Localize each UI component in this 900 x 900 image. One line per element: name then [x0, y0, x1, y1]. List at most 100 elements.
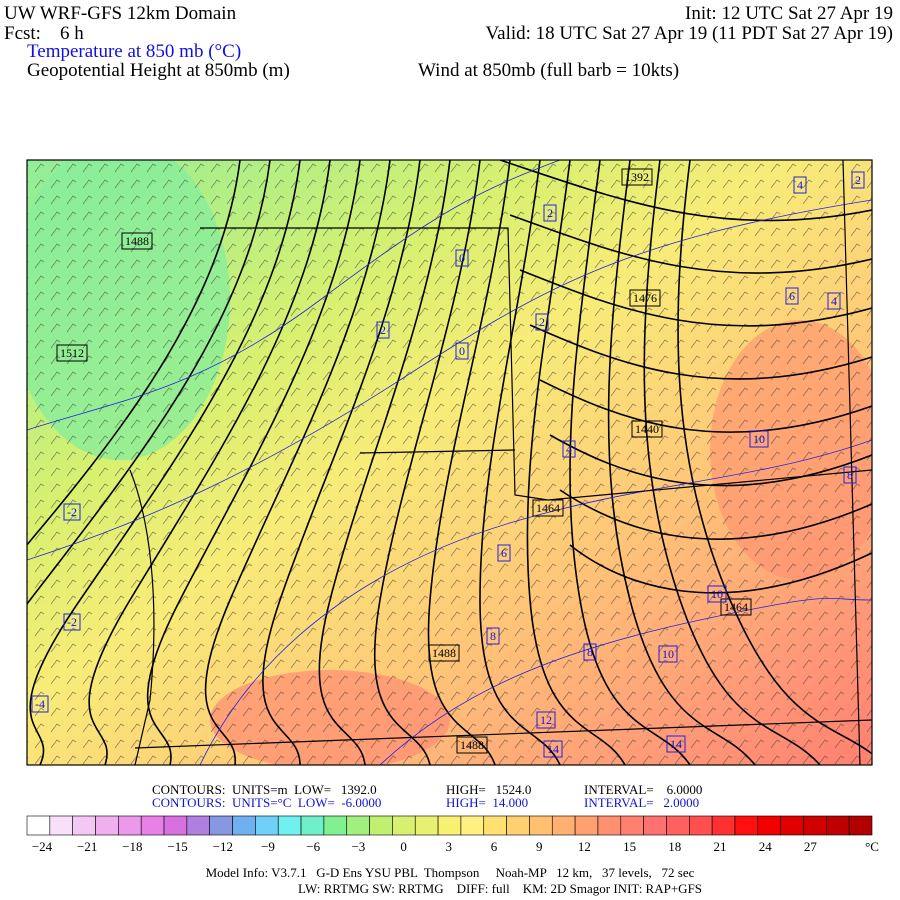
height-label: 1488: [460, 738, 484, 752]
colorbar-label: −15: [167, 839, 187, 854]
temp-label: 2: [380, 323, 386, 337]
colorbar-swatch: [49, 815, 73, 836]
title: UW WRF-GFS 12km Domain: [4, 3, 237, 24]
temp-label: 12: [540, 713, 552, 727]
temp-label-box: [535, 313, 549, 331]
colorbar-swatch: [346, 815, 370, 836]
map: [27, 160, 872, 765]
temp-label-box: [543, 204, 557, 222]
temp-label-box: [63, 503, 81, 521]
temp-label: 2: [547, 206, 553, 220]
colorbar-swatch: [140, 815, 165, 836]
height-contour: [539, 379, 872, 433]
colorbar-label: 0: [400, 839, 407, 854]
colorbar-swatch: [643, 815, 667, 836]
height-contour: [549, 434, 872, 487]
colorbar-swatch: [620, 815, 644, 836]
height-contour: [569, 544, 872, 594]
colorbar-swatch: [26, 815, 51, 836]
temp-label-box: [749, 430, 769, 448]
height-contour: [29, 160, 301, 765]
colorbar-swatch: [163, 815, 188, 836]
colorbar-unit: °C: [865, 839, 879, 854]
temp-label-box: [658, 645, 678, 663]
height-contour: [529, 324, 872, 380]
colorbar-swatch: [780, 815, 804, 836]
temp-label: 6: [501, 546, 507, 560]
height-label: 1512: [60, 346, 84, 360]
colorbar-label: 18: [668, 839, 681, 854]
model-info: Model Info: V3.7.1 G-D Ens YSU PBL Thomp…: [206, 865, 695, 880]
height-contour: [569, 160, 691, 765]
colorbar-swatch: [95, 815, 119, 836]
height-contour: [559, 489, 872, 540]
colorbar-swatch: [209, 815, 233, 836]
height-contour: [607, 160, 756, 765]
temp-label: 0: [459, 344, 465, 358]
temp-label-box: [63, 613, 81, 631]
colorbar-label: 3: [446, 839, 453, 854]
temp-label-box: [31, 695, 49, 713]
height-contour: [519, 269, 872, 327]
height-contour: [479, 160, 561, 765]
model-info: LW: RRTMG SW: RRTMG DIFF: full KM: 2D Sm…: [298, 881, 702, 896]
temp-label-box: [376, 321, 390, 339]
height-contour: [427, 160, 511, 765]
temp-label: 8: [490, 629, 496, 643]
height-label-box: [532, 499, 564, 517]
height-contour-info: HIGH= 1524.0: [446, 782, 531, 797]
colorbar-swatch: [551, 815, 576, 836]
colorbar-swatch: [323, 815, 348, 836]
temp-label-box: [666, 735, 686, 753]
height-label: 1440: [635, 422, 659, 436]
height-contour: [318, 160, 451, 765]
colorbar-swatch: [118, 815, 142, 836]
colorbar-label: −12: [213, 839, 233, 854]
colorbar-swatch: [255, 815, 279, 836]
temp-label: 0: [459, 251, 465, 265]
temp-label-box: [543, 740, 563, 758]
temp-label-box: [583, 643, 597, 661]
temp-label: 4: [797, 178, 803, 192]
colorbar-label: 21: [714, 839, 727, 854]
height-contour: [374, 160, 481, 765]
colorbar-swatch: [688, 815, 713, 836]
colorbar-label: −6: [306, 839, 320, 854]
init-time: Init: 12 UTC Sat 27 Apr 19: [685, 3, 893, 24]
temp-label: 6: [789, 289, 795, 303]
colorbar-label: −18: [122, 839, 142, 854]
temp-label-box: [562, 440, 576, 458]
temp-contour-info: CONTOURS: UNITS=°C LOW= -6.0000: [152, 795, 381, 810]
colorbar-swatch: [277, 815, 302, 836]
height-contour: [509, 214, 872, 274]
colorbar-swatch: [803, 815, 827, 836]
temp-label: 14: [547, 742, 559, 756]
temp-label: 4: [831, 294, 837, 308]
field-label: Geopotential Height at 850mb (m): [27, 60, 290, 81]
map-frame: [26, 159, 873, 766]
height-label-box: [631, 420, 663, 438]
colorbar-label: 12: [578, 839, 591, 854]
temp-label-box: [497, 544, 511, 562]
height-contour: [499, 160, 872, 222]
temp-label: -2: [67, 505, 77, 519]
height-label: 1476: [633, 291, 657, 305]
colorbar-swatch: [757, 815, 781, 836]
colorbar-label: −24: [32, 839, 53, 854]
height-contour: [27, 160, 271, 606]
temp-label-box: [785, 287, 799, 305]
colorbar-swatch: [666, 815, 690, 836]
colorbar-swatch: [392, 815, 416, 836]
colorbar-swatch: [437, 815, 462, 836]
height-label-box: [428, 644, 460, 662]
temp-label-box: [455, 249, 469, 267]
colorbar-swatch: [506, 815, 530, 836]
colorbar-label: 9: [536, 839, 543, 854]
temp-label: 10: [753, 432, 765, 446]
height-contour-info: CONTOURS: UNITS=m LOW= 1392.0: [152, 782, 377, 797]
colorbar-swatch: [574, 815, 599, 836]
height-contour: [204, 160, 391, 765]
temp-label-box: [455, 342, 469, 360]
